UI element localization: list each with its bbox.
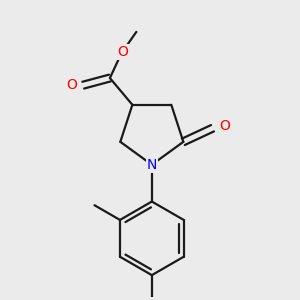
Text: N: N (147, 158, 157, 172)
Text: O: O (219, 119, 230, 134)
Text: O: O (66, 78, 77, 92)
Text: O: O (117, 45, 128, 59)
